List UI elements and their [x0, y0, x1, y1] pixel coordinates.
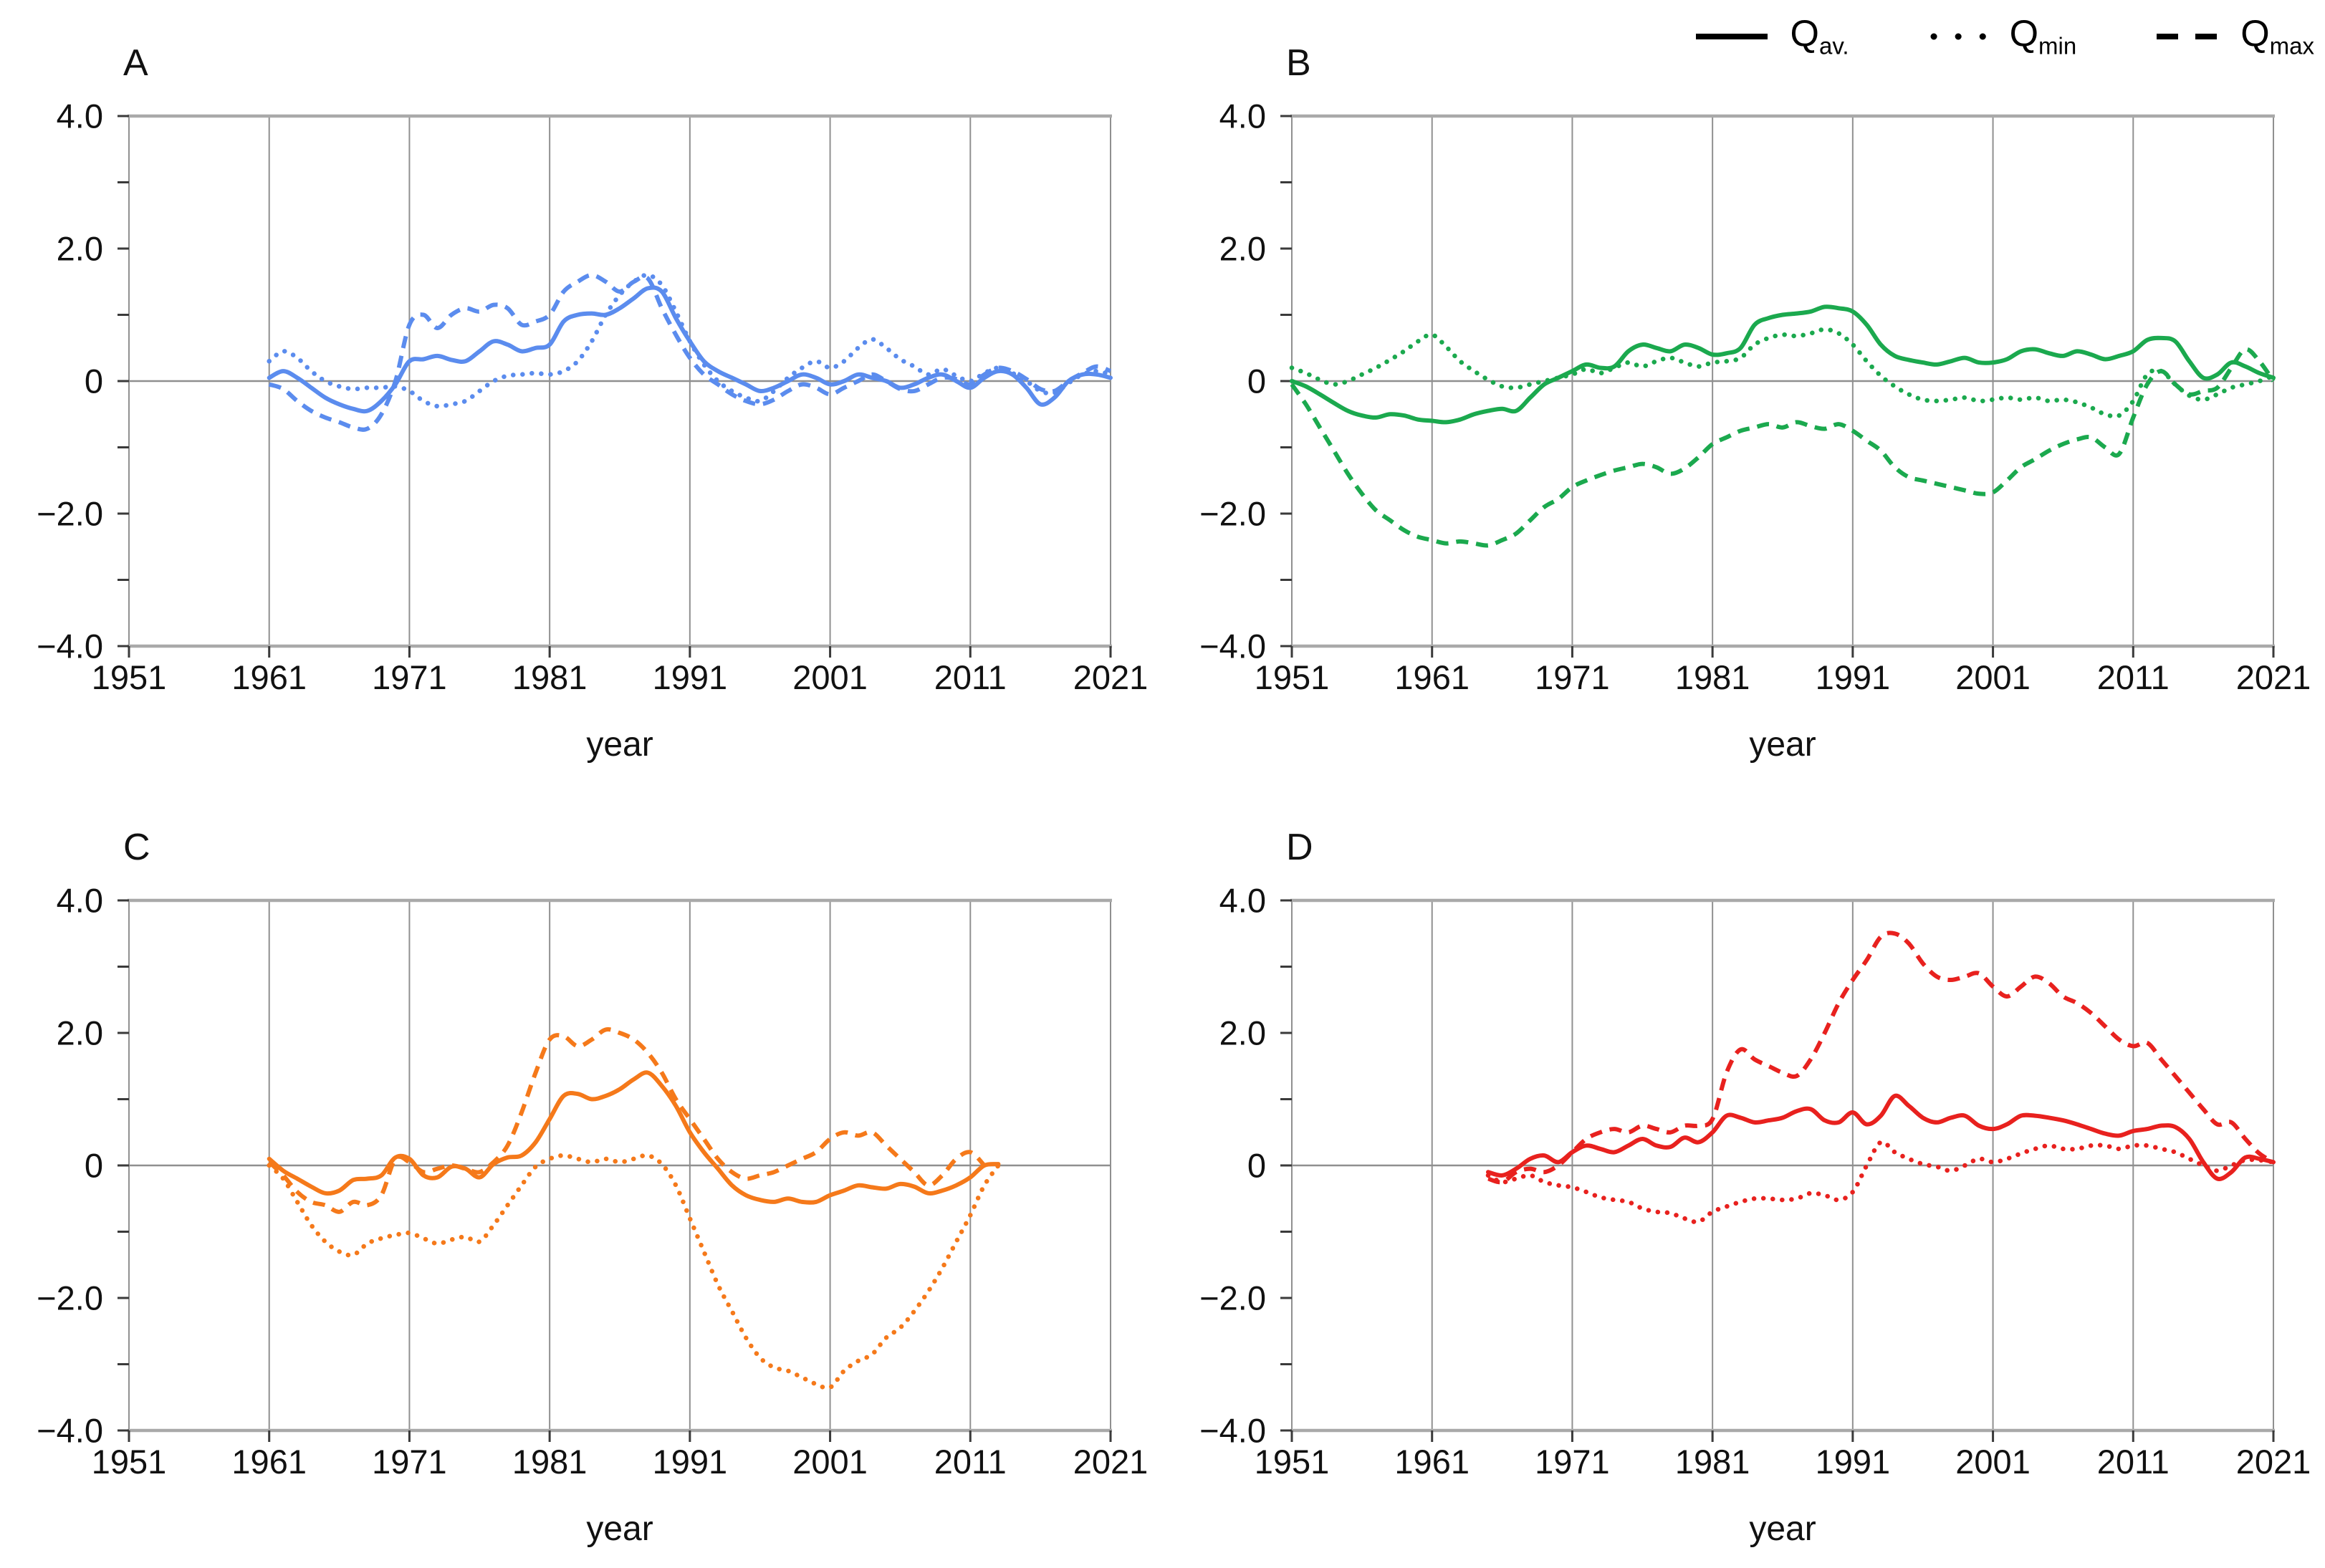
- legend-item-q-av: Qav.: [1693, 13, 1849, 59]
- y-tick-label: −4.0: [37, 1411, 103, 1450]
- x-tick-label: 1981: [1674, 658, 1750, 696]
- panel-a-letter: A: [123, 42, 148, 84]
- y-tick-label: −2.0: [37, 1279, 103, 1317]
- series-line-q_max: [1290, 347, 2276, 548]
- series-line-q_max: [1487, 930, 2275, 1185]
- legend-label-q-max: Qmax: [2240, 13, 2314, 59]
- panel-c-plot: [0, 784, 1162, 1568]
- series-line-q_min: [1485, 1139, 2276, 1225]
- legend-line-dashed-icon: [2157, 33, 2218, 39]
- panel-c-letter: C: [123, 827, 150, 868]
- x-tick-label: 1961: [1394, 1443, 1470, 1481]
- y-tick-label: 4.0: [1219, 881, 1266, 920]
- x-tick-label: 1951: [1254, 1443, 1330, 1481]
- x-tick-label: 2011: [2096, 658, 2170, 696]
- x-tick-label: 1971: [372, 658, 447, 696]
- y-tick-label: −2.0: [37, 494, 103, 533]
- y-tick-label: 0: [1247, 362, 1266, 400]
- legend: Qav. Qmin Qmax: [1447, 4, 2314, 69]
- y-tick-label: 0: [84, 1146, 103, 1185]
- x-tick-label: 1961: [231, 658, 307, 696]
- x-tick-label: 1961: [1394, 658, 1470, 696]
- x-tick-label: 1951: [91, 1443, 167, 1481]
- chart-svg-a: [118, 114, 1113, 658]
- chart-svg-c: [118, 898, 1112, 1442]
- x-tick-label: 2011: [2096, 1443, 2170, 1481]
- series-line-q_av-: [267, 1070, 1001, 1205]
- x-tick-label: 1981: [1674, 1443, 1750, 1481]
- x-tick-label: 2021: [1073, 658, 1149, 696]
- x-tick-label: 1951: [91, 658, 167, 696]
- panel-c-x-axis-title: year: [586, 1510, 653, 1548]
- x-tick-label: 1951: [1254, 658, 1330, 696]
- panel-a: A year 4.0 2.0 0 −2.0 −4.0 1951 1961 1971 1981 19…: [0, 0, 1162, 784]
- legend-label-q-min: Qmin: [2009, 13, 2077, 59]
- x-tick-label: 2001: [1955, 658, 2031, 696]
- x-tick-label: 2001: [792, 658, 868, 696]
- y-tick-label: −4.0: [37, 627, 103, 665]
- series-line-q_min: [267, 1153, 1001, 1391]
- x-tick-label: 1991: [652, 658, 728, 696]
- x-tick-label: 1981: [512, 1443, 588, 1481]
- y-tick-label: 0: [84, 362, 103, 400]
- panel-b-x-axis-title: year: [1749, 726, 1816, 764]
- y-tick-label: −4.0: [1199, 1411, 1266, 1450]
- panel-d-plot: [1163, 784, 2325, 1568]
- x-tick-label: 1971: [1535, 1443, 1610, 1481]
- panel-d-x-axis-title: year: [1749, 1510, 1816, 1548]
- legend-item-q-min: Qmin: [1927, 13, 2077, 59]
- x-tick-label: 1971: [1535, 658, 1610, 696]
- x-tick-label: 2001: [1955, 1443, 2031, 1481]
- x-tick-label: 1981: [512, 658, 588, 696]
- x-tick-label: 2001: [792, 1443, 868, 1481]
- panel-d-letter: D: [1286, 827, 1313, 868]
- series-line-q_av-: [1486, 1093, 2276, 1181]
- panel-b-plot: [1163, 0, 2325, 784]
- legend-label-q-av: Qav.: [1790, 13, 1849, 59]
- series-line-q_av-: [1290, 304, 2276, 425]
- x-tick-label: 1991: [652, 1443, 728, 1481]
- x-tick-label: 2021: [2235, 1443, 2311, 1481]
- panel-a-plot: [0, 0, 1162, 784]
- y-tick-label: −4.0: [1199, 627, 1266, 665]
- panel-b: B year 4.0 2.0 0 −2.0 −4.0 1951 1961 1971 1981 19…: [1163, 0, 2325, 784]
- x-tick-label: 1991: [1815, 1443, 1891, 1481]
- panel-a-x-axis-title: year: [586, 726, 653, 764]
- y-tick-label: 2.0: [1219, 1014, 1266, 1052]
- x-tick-label: 2021: [1073, 1443, 1149, 1481]
- legend-line-solid-icon: [1695, 33, 1768, 39]
- y-tick-label: −2.0: [1199, 494, 1266, 533]
- series-line-q_max: [268, 273, 1112, 432]
- panel-b-letter: B: [1286, 42, 1311, 84]
- y-tick-label: 4.0: [1219, 97, 1266, 135]
- x-tick-label: 1991: [1815, 658, 1891, 696]
- y-tick-label: 2.0: [1219, 229, 1266, 268]
- y-tick-label: 2.0: [56, 1014, 103, 1052]
- chart-svg-d: [1280, 898, 2276, 1442]
- series-line-q_max: [267, 1027, 987, 1214]
- x-tick-label: 1961: [231, 1443, 307, 1481]
- y-tick-label: 4.0: [56, 97, 103, 135]
- y-tick-label: 4.0: [56, 881, 103, 920]
- y-tick-label: −2.0: [1199, 1279, 1266, 1317]
- series-line-q_min: [1289, 327, 2276, 419]
- x-tick-label: 2021: [2235, 658, 2311, 696]
- series-line-q_av-: [267, 285, 1113, 414]
- x-tick-label: 1971: [372, 1443, 447, 1481]
- y-tick-label: 0: [1247, 1146, 1266, 1185]
- y-tick-label: 2.0: [56, 229, 103, 268]
- legend-item-q-max: Qmax: [2154, 13, 2314, 59]
- x-tick-label: 2011: [934, 1443, 1007, 1481]
- x-tick-label: 2011: [934, 658, 1007, 696]
- panel-c: C year 4.0 2.0 0 −2.0 −4.0 1951 1961 1971 1981 19…: [0, 784, 1162, 1568]
- legend-line-dotted-icon: [1930, 33, 1988, 40]
- chart-svg-b: [1280, 114, 2276, 658]
- panel-d: D year 4.0 2.0 0 −2.0 −4.0 1951 1961 1971 1981 19…: [1163, 784, 2325, 1568]
